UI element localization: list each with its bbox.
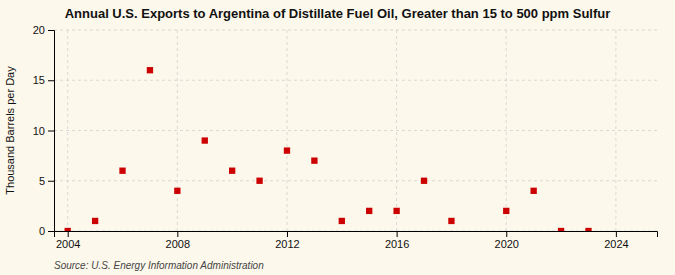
point: [256, 178, 262, 184]
tick: 5: [39, 175, 54, 187]
grid-line-y: [54, 180, 657, 181]
grid-line-x: [396, 30, 397, 231]
point: [311, 157, 317, 163]
tick-label: 2012: [275, 238, 299, 250]
tick-label: 15: [33, 74, 45, 86]
points: [65, 67, 592, 231]
point: [503, 208, 509, 214]
tick-label: 2008: [166, 238, 190, 250]
tick-label: 2016: [385, 238, 409, 250]
grid: [54, 30, 657, 231]
point: [393, 208, 399, 214]
grid-line-x: [286, 30, 287, 231]
point: [421, 178, 427, 184]
chart: 2004 2008 2012 2016 2020 2024 0 5 10 15 20 Annual U…: [0, 0, 675, 275]
tick: 2016: [385, 231, 409, 250]
grid-line-y: [54, 30, 657, 31]
tick: 10: [33, 125, 54, 137]
point: [339, 218, 345, 224]
point: [530, 188, 536, 194]
title: Annual U.S. Exports to Argentina of Dist…: [65, 6, 611, 21]
tick-mark: [287, 231, 288, 237]
y-axis-title: Thousand Barrels per Day: [4, 66, 16, 195]
grid-line-x: [67, 30, 68, 231]
point: [174, 188, 180, 194]
x-axis: 2004 2008 2012 2016 2020 2024: [55, 231, 658, 250]
point: [229, 168, 235, 174]
point: [558, 228, 564, 231]
tick: 2004: [56, 231, 80, 250]
tick-mark: [48, 30, 54, 31]
tick-mark: [48, 231, 54, 232]
point: [147, 67, 153, 73]
tick-label: 2004: [56, 238, 80, 250]
point: [366, 208, 372, 214]
tick-label: 5: [39, 175, 45, 187]
grid-line-y: [54, 80, 657, 81]
tick-mark: [397, 231, 398, 237]
background: [0, 0, 675, 275]
point: [65, 228, 71, 231]
tick-label: 10: [33, 125, 45, 137]
grid-line-x: [506, 30, 507, 231]
tick-label: 2024: [604, 238, 628, 250]
point: [585, 228, 591, 231]
point: [119, 168, 125, 174]
tick-mark: [506, 231, 507, 237]
point: [448, 218, 454, 224]
grid-line-x: [615, 30, 616, 231]
tick: 2024: [604, 231, 628, 250]
annotation: Source: U.S. Energy Information Administ…: [54, 260, 264, 271]
axis-line: [48, 31, 55, 232]
tick-label: 2020: [495, 238, 519, 250]
point: [284, 147, 290, 153]
point: [202, 137, 208, 143]
tick-mark: [68, 231, 69, 237]
tick: 20: [33, 24, 54, 36]
tick-mark: [616, 231, 617, 237]
tick-mark: [177, 231, 178, 237]
grid-line-y: [54, 130, 657, 131]
point: [92, 218, 98, 224]
y-axis: 0 5 10 15 20: [33, 24, 55, 237]
tick: 2008: [166, 231, 190, 250]
axis-line: [55, 232, 658, 238]
tick-mark: [48, 181, 54, 182]
tick-label: 20: [33, 24, 45, 36]
tick-mark: [48, 80, 54, 81]
tick-label: 0: [39, 225, 45, 237]
tick: 2020: [495, 231, 519, 250]
tick-mark: [48, 131, 54, 132]
grid-line-x: [177, 30, 178, 231]
tick: 2012: [275, 231, 299, 250]
tick: 0: [39, 225, 54, 237]
tick: 15: [33, 74, 54, 86]
plot: 2004 2008 2012 2016 2020 2024 0 5 10 15 20: [33, 24, 658, 250]
